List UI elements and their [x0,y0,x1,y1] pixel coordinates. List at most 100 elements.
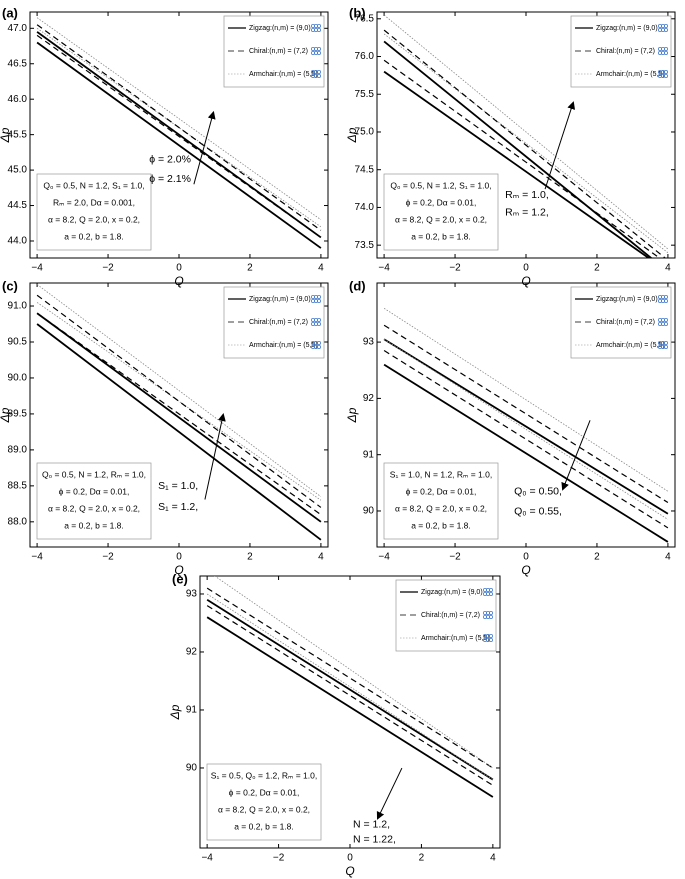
y-tick-label: 74.0 [355,202,375,213]
x-tick-label: −4 [31,263,43,274]
x-tick-label: 0 [176,552,182,563]
nanotube-icon [488,615,493,620]
series-line [36,27,322,228]
legend-label: Zigzag:(n,m) = (9,0) [596,296,658,303]
parameter-text: Rₘ = 2.0, Dα = 0.001, [53,197,135,207]
legend-label: Chiral:(n,m) = (7,2) [596,319,655,326]
series-line [383,29,667,258]
nanotube-icon [664,23,669,28]
nanotube-icon [316,70,321,75]
nanotube-icon [488,611,493,616]
y-tick-label: 89.5 [8,409,28,420]
legend-label: Zigzag:(n,m) = (9,0) [249,296,311,303]
subplot: (e) −4 −2 0 2 4 90 91 92 93 Q Δp Zigzag:(n,m) = (9,0… [168,571,501,878]
parameter-text: S₁ = 0.5, Q₀ = 1.2, Rₘ = 1.0, [211,770,317,780]
x-tick-label: 2 [247,552,253,563]
y-tick-label: 74.5 [355,164,375,175]
annotation: ϕ = 2.1% [149,173,191,185]
series-line [383,363,669,543]
parameter-box [36,462,152,540]
y-tick-label: 90 [186,763,198,774]
y-tick-label: 44.0 [8,236,28,247]
y-tick-label: 46.5 [8,58,28,69]
nanotube-icon [664,321,669,326]
x-axis-label: Q [345,864,354,878]
legend-label: Zigzag:(n,m) = (9,0) [249,25,311,32]
x-tick-label: 4 [318,263,324,274]
y-tick-label: 92 [186,647,198,658]
panel-label: (c) [2,278,18,293]
y-tick-label: 44.5 [8,200,28,211]
y-tick-label: 92 [363,393,375,404]
nanotube-icon [664,74,669,79]
x-axis-label: Q [521,274,530,288]
arrow [204,413,226,500]
parameter-text: ϕ = 0.2, Dα = 0.01, [59,486,130,496]
series-line [36,17,322,221]
y-tick-label: 91 [186,705,198,716]
annotation: S₁ = 1.0, [158,480,198,492]
nanotube-icon [316,27,321,32]
parameter-text: ϕ = 0.2, Dα = 0.01, [406,197,477,207]
nanotube-icon [316,47,321,52]
nanotube-icon [664,51,669,56]
annotation: Q₀ = 0.50, [514,485,562,497]
nanotube-icon [316,317,321,322]
annotation: N = 1.22, [353,834,396,846]
parameter-box [206,763,322,841]
x-tick-label: 2 [594,552,600,563]
arrow [544,101,576,190]
y-axis-label: Δp [345,127,359,143]
annotation: Rₘ = 1.2, [505,206,549,218]
parameter-text: S₁ = 1.0, N = 1.2, Rₘ = 1.0, [390,469,492,479]
y-tick-label: 88.0 [8,516,28,527]
nanotube-icon [488,588,493,593]
parameter-text: Q₀ = 0.5, N = 1.2, S₁ = 1.0, [390,180,491,190]
legend-label: Chiral:(n,m) = (7,2) [249,319,308,326]
y-tick-label: 45.0 [8,165,28,176]
parameter-text: α = 8.2, Q = 2.0, x = 0.2, [218,804,310,814]
arrow [376,767,403,820]
y-tick-label: 90.5 [8,337,28,348]
parameter-text: α = 8.2, Q = 2.0, x = 0.2, [48,503,140,513]
legend-label: Chiral:(n,m) = (7,2) [596,48,655,55]
parameter-text: a = 0.2, b = 1.8. [234,821,294,831]
lines [36,284,322,541]
y-axis-label: Δp [0,127,12,143]
series-line [206,616,494,798]
x-tick-label: −2 [102,552,114,563]
parameter-box [383,173,499,251]
annotation: S₁ = 1.2, [158,501,198,513]
y-tick-label: 46.0 [8,94,28,105]
x-tick-label: −4 [31,552,43,563]
nanotube-icon [316,321,321,326]
x-tick-label: −2 [449,263,461,274]
nanotube-icon [316,23,321,28]
y-tick-label: 45.5 [8,129,28,140]
nanotube-icon [488,634,493,639]
nanotube-icon [316,340,321,345]
series-line [36,41,322,249]
arrow [561,420,591,491]
parameter-text: α = 8.2, Q = 2.0, x = 0.2, [395,503,487,513]
series-line [214,576,494,769]
y-tick-label: 91 [363,449,375,460]
x-tick-label: 4 [665,263,671,274]
series-line [36,323,322,541]
y-tick-label: 76.5 [355,13,375,24]
parameter-box [36,173,152,251]
parameter-text: Q₀ = 0.5, N = 1.2, Rₘ = 1.0, [42,469,146,479]
lines [206,576,494,798]
parameter-text: a = 0.2, b = 1.8. [411,231,471,241]
panel-label: (b) [349,5,366,20]
parameter-text: Q₀ = 0.5, N = 1.2, S₁ = 1.0, [43,180,144,190]
subplot: (b) −4 −2 0 2 4 73.5 74.0 74.5 75.0 75.5 76.0 76.5 Q Δ… [345,5,676,288]
series-line [36,31,322,239]
x-tick-label: −4 [378,552,390,563]
lines [36,17,322,249]
x-tick-label: 4 [665,552,671,563]
nanotube-icon [664,47,669,52]
y-tick-label: 93 [186,589,198,600]
panel-label: (d) [349,278,366,293]
